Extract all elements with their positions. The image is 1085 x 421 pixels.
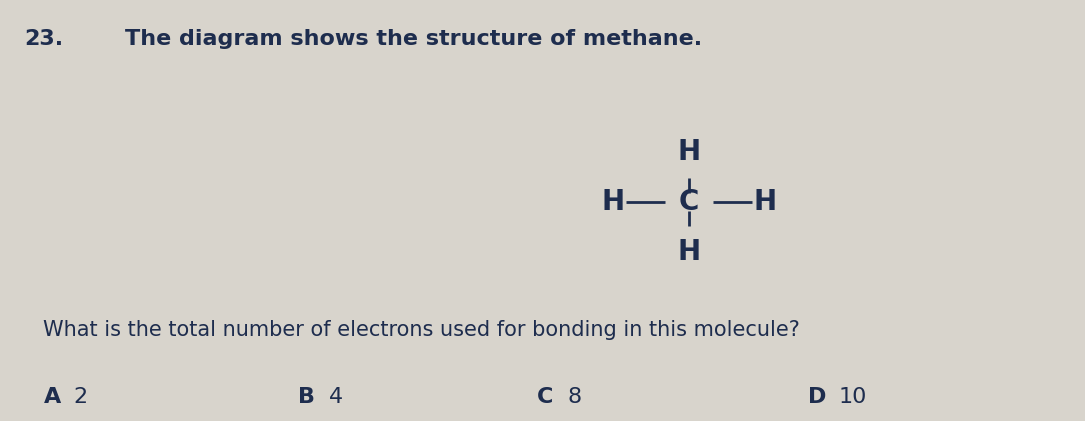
Text: 10: 10: [839, 387, 867, 408]
Text: H: H: [677, 238, 701, 266]
Text: The diagram shows the structure of methane.: The diagram shows the structure of metha…: [125, 29, 702, 50]
Text: B: B: [298, 387, 316, 408]
Text: H: H: [753, 188, 777, 216]
Text: A: A: [43, 387, 61, 408]
Text: D: D: [808, 387, 827, 408]
Text: 23.: 23.: [24, 29, 63, 50]
Text: 2: 2: [74, 387, 88, 408]
Text: H: H: [601, 188, 625, 216]
Text: What is the total number of electrons used for bonding in this molecule?: What is the total number of electrons us…: [43, 320, 801, 340]
Text: 4: 4: [329, 387, 343, 408]
Text: C: C: [537, 387, 553, 408]
Text: 8: 8: [567, 387, 582, 408]
Text: C: C: [679, 188, 699, 216]
Text: H: H: [677, 139, 701, 166]
